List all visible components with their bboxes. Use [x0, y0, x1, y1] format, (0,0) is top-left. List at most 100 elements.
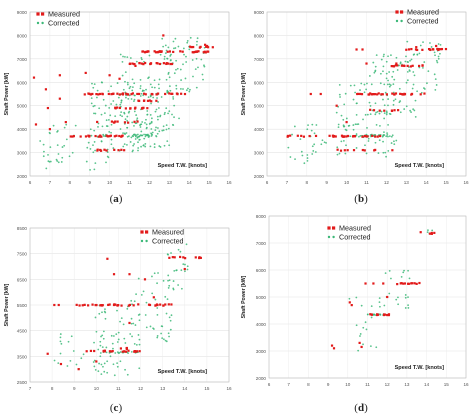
measured-point	[69, 135, 72, 138]
corrected-point	[355, 114, 358, 116]
corrected-point	[189, 88, 191, 91]
measured-point	[138, 350, 141, 353]
corrected-point	[414, 116, 417, 118]
corrected-point	[307, 124, 309, 127]
corrected-point	[356, 123, 358, 126]
corrected-point	[392, 103, 395, 106]
corrected-point	[410, 111, 412, 114]
measured-point	[407, 48, 411, 51]
measured-point	[406, 64, 409, 68]
measured-point	[110, 93, 113, 96]
corrected-point	[195, 57, 198, 60]
corrected-point	[158, 87, 160, 90]
corrected-point	[120, 111, 123, 114]
corrected-point	[382, 65, 385, 68]
measured-point	[377, 92, 380, 95]
measured-point	[156, 62, 159, 65]
x-tick-label: 7	[29, 386, 32, 391]
corrected-point	[360, 304, 363, 307]
corrected-point	[356, 102, 358, 105]
corrected-point	[104, 104, 107, 107]
y-tick-label: 4000	[17, 127, 28, 132]
corrected-point	[149, 325, 152, 328]
plot-frame	[29, 11, 230, 177]
measured-point	[363, 149, 366, 152]
corrected-point	[390, 277, 392, 280]
corrected-point	[150, 128, 153, 130]
corrected-point	[191, 59, 194, 61]
measured-point	[72, 135, 75, 138]
corrected-point	[145, 134, 148, 136]
corrected-point	[141, 90, 144, 93]
corrected-point	[145, 118, 147, 121]
measured-point	[140, 62, 143, 65]
corrected-point	[134, 138, 137, 140]
measured-point	[128, 62, 131, 66]
measured-point	[371, 93, 374, 96]
measured-point	[162, 34, 165, 37]
corrected-point	[130, 322, 133, 325]
corrected-point	[124, 71, 127, 74]
measured-point	[410, 47, 413, 51]
measured-point	[125, 92, 128, 95]
corrected-point	[137, 334, 140, 336]
measured-point	[195, 50, 199, 53]
corrected-point	[413, 74, 416, 77]
corrected-point	[110, 131, 112, 134]
corrected-point	[426, 82, 428, 85]
corrected-point	[405, 105, 408, 108]
panel-b: 2000 3000 4000 5000 6000 7000 8000 9000 6 7 8 9 10 11…	[237, 0, 474, 208]
measured-point	[120, 148, 123, 151]
x-tick-label: 12	[385, 382, 391, 387]
corrected-point	[121, 115, 124, 118]
x-tick-label: 8	[307, 382, 310, 387]
corrected-point	[93, 359, 96, 362]
legend-label-measured: Measured	[339, 224, 371, 233]
measured-point	[100, 135, 103, 138]
corrected-point	[156, 335, 159, 337]
corrected-point	[132, 135, 135, 138]
corrected-point	[98, 362, 100, 365]
measured-point	[146, 107, 149, 110]
corrected-point	[89, 168, 91, 171]
measured-point	[99, 149, 103, 152]
corrected-point	[359, 335, 361, 337]
corrected-point	[437, 43, 440, 45]
corrected-point	[349, 84, 352, 87]
legend-swatch-corrected	[395, 19, 399, 23]
measured-point	[168, 92, 171, 95]
corrected-point	[129, 57, 132, 59]
corrected-point	[374, 133, 377, 136]
corrected-point	[387, 98, 390, 100]
corrected-point	[131, 121, 134, 124]
corrected-point	[129, 333, 132, 335]
corrected-point	[405, 81, 408, 84]
corrected-point	[101, 125, 104, 128]
corrected-point	[385, 110, 388, 113]
corrected-point	[362, 343, 364, 346]
y-tick-label: 4000	[254, 127, 265, 132]
measured-point	[192, 51, 195, 54]
corrected-point	[116, 82, 119, 84]
corrected-point	[135, 293, 137, 296]
plot-frame	[268, 215, 467, 379]
corrected-point	[313, 143, 316, 146]
corrected-point	[122, 145, 125, 148]
measured-point	[380, 93, 383, 96]
corrected-point	[153, 146, 156, 149]
corrected-point	[306, 154, 309, 156]
corrected-point	[185, 243, 188, 246]
y-tick-label: 7000	[17, 57, 28, 62]
corrected-point	[382, 98, 384, 101]
corrected-point	[142, 94, 145, 97]
x-tick-label: 16	[463, 180, 469, 185]
corrected-point	[384, 151, 387, 154]
corrected-point	[63, 126, 66, 129]
corrected-point	[60, 161, 63, 163]
y-tick-label: 7000	[256, 241, 267, 246]
measured-point	[202, 51, 205, 54]
y-tick-label: 6000	[256, 268, 267, 273]
corrected-point	[133, 124, 135, 127]
corrected-point	[339, 96, 341, 98]
corrected-point	[177, 248, 180, 251]
